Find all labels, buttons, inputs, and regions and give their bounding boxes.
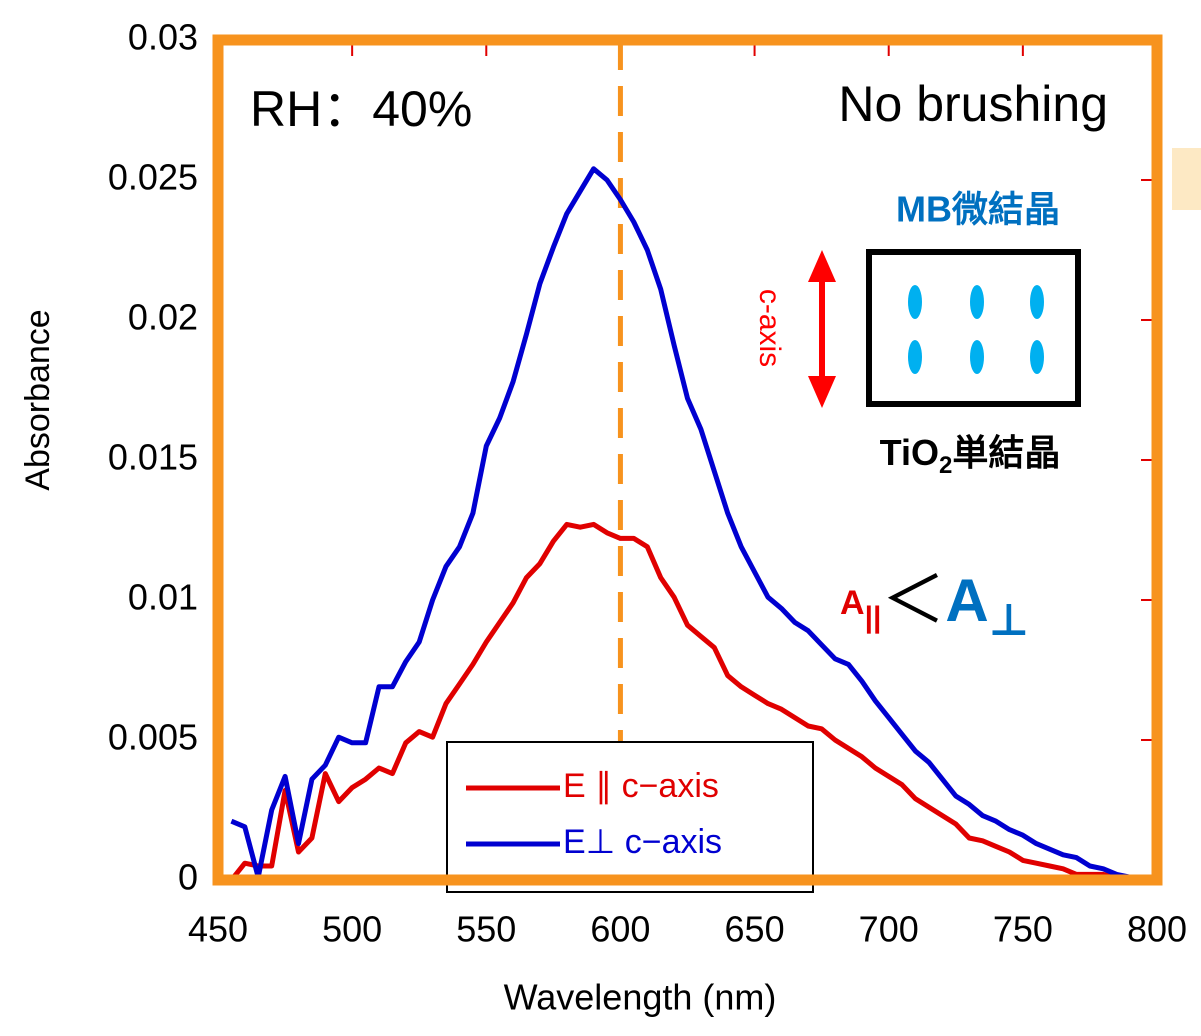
y-tick-label: 0.025: [108, 157, 198, 198]
decoration: [1172, 148, 1201, 210]
plot-frame: [212, 34, 1163, 886]
substrate-text: TiO: [880, 432, 939, 473]
crystals: [908, 285, 1044, 374]
x-axis-label: Wavelength (nm): [504, 977, 777, 1018]
substrate-label: TiO2単結晶: [880, 432, 1061, 480]
relation-label: A||＜A⊥: [840, 564, 1029, 645]
x-tick-label: 500: [322, 909, 382, 950]
y-tick-label: 0.005: [108, 717, 198, 758]
relation-op: ＜: [881, 564, 945, 636]
legend-label: E⊥ c−axis: [563, 823, 722, 861]
substrate-rest: 単結晶: [952, 432, 1060, 473]
y-tick-label: 0.02: [128, 297, 198, 338]
relation-left: A: [840, 584, 865, 622]
x-tick-label: 600: [590, 909, 650, 950]
relation-left-sub: ||: [865, 601, 882, 634]
relation-right-sub: ⊥: [989, 596, 1029, 645]
condition-label: No brushing: [838, 76, 1108, 132]
overlay: Absorbance Wavelength (nm) RH：40% No bru…: [19, 76, 1108, 1017]
crystal-box: [866, 249, 1081, 407]
rh-label: RH：40%: [250, 81, 472, 137]
x-tick-label: 750: [993, 909, 1053, 950]
series-line: [230, 166, 1145, 883]
legend: E ∥ c−axis E⊥ c−axis: [446, 741, 814, 893]
series-line: [229, 521, 1144, 883]
plot-area: 0 0.005 0.01 0.015 0.02 0.025 0.03 450 500 550 600…: [108, 17, 1187, 950]
relation-right: A: [945, 567, 988, 634]
x-tick-label: 800: [1127, 909, 1187, 950]
y-axis-label: Absorbance: [19, 309, 57, 490]
y-tick-label: 0: [178, 857, 198, 898]
substrate-sub: 2: [939, 452, 952, 479]
x-tick-label: 550: [456, 909, 516, 950]
x-tick-label: 700: [859, 909, 919, 950]
crystal-label: MB微結晶: [896, 189, 1060, 230]
axis-arrow: [808, 250, 836, 408]
legend-box: [446, 741, 814, 893]
legend-label: E ∥ c−axis: [563, 767, 719, 805]
axis-label: c-axis: [753, 289, 786, 367]
y-tick-label: 0.01: [128, 577, 198, 618]
y-tick-label: 0.03: [128, 17, 198, 58]
x-tick-label: 650: [725, 909, 785, 950]
y-tick-label: 0.015: [108, 437, 198, 478]
x-tick-label: 450: [188, 909, 248, 950]
